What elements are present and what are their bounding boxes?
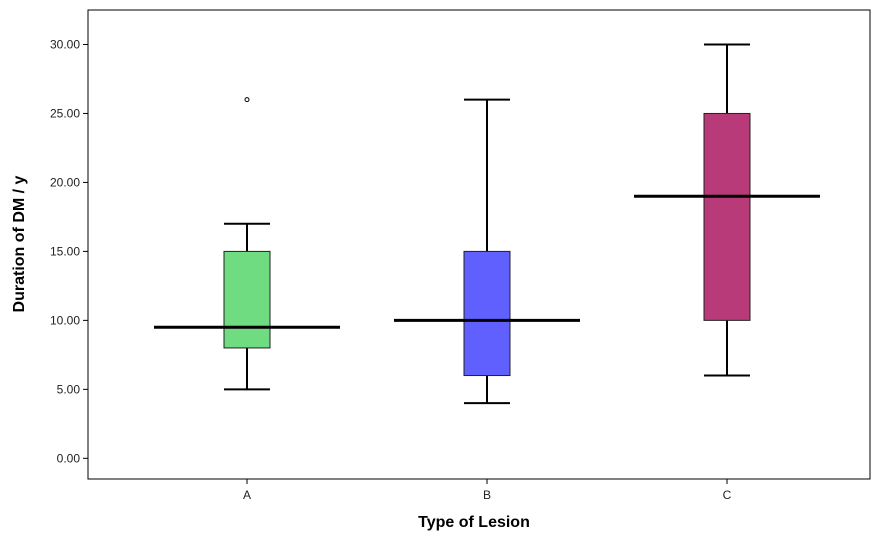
y-axis: 0.00 5.00 10.00 15.00 20.00 25.00 30.00 [50,37,88,465]
box-A [154,97,340,391]
y-tick-label: 30.00 [50,37,80,51]
boxes-layer [154,43,820,405]
y-tick-label: 0.00 [57,451,81,465]
outlier-point [244,97,250,103]
plot-area [87,9,871,480]
y-axis-title: Duration of DM / y [11,175,28,312]
y-tick-label: 10.00 [50,313,80,327]
iqr-box [463,250,511,377]
y-tick-label: 5.00 [57,382,81,396]
box-C [634,43,820,377]
iqr-box [223,250,271,349]
x-tick-label: C [723,488,732,502]
x-tick-label: B [483,488,491,502]
x-tick-label: A [243,488,251,502]
box-B [394,98,580,405]
x-axis-title: Type of Lesion [418,514,530,531]
y-tick-label: 15.00 [50,244,80,258]
iqr-box [703,112,751,321]
x-axis: A B C [243,479,732,502]
y-tick-label: 20.00 [50,175,80,189]
y-tick-label: 25.00 [50,106,80,120]
